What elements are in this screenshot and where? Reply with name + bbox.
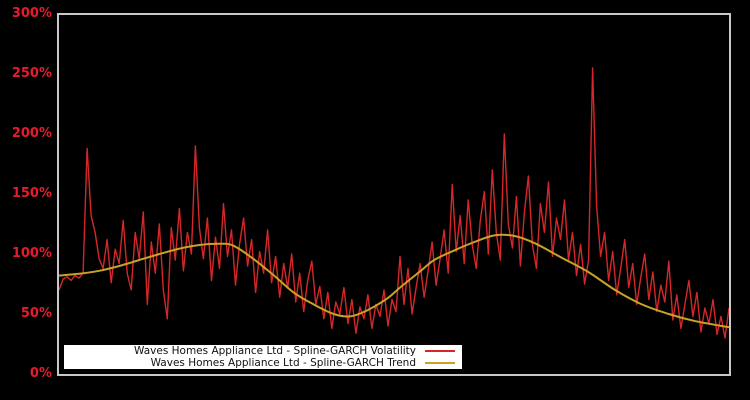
legend-line-sample-trend [425, 362, 455, 364]
y-tick-100: 100% [11, 246, 52, 261]
legend-label-trend: Waves Homes Appliance Ltd - Spline-GARCH… [150, 357, 416, 369]
y-tick-300: 300% [11, 6, 52, 21]
y-tick-150: 150% [11, 186, 52, 201]
legend-label-volatility: Waves Homes Appliance Ltd - Spline-GARCH… [134, 345, 416, 357]
plot-area [57, 13, 731, 376]
legend: Waves Homes Appliance Ltd - Spline-GARCH… [64, 345, 462, 369]
legend-line-sample-volatility [425, 350, 455, 352]
legend-item-trend: Waves Homes Appliance Ltd - Spline-GARCH… [64, 357, 462, 369]
trend-line [59, 233, 729, 329]
y-tick-50: 50% [20, 306, 52, 321]
y-tick-250: 250% [11, 66, 52, 81]
plot-svg [59, 67, 729, 339]
legend-item-volatility: Waves Homes Appliance Ltd - Spline-GARCH… [64, 345, 462, 357]
y-tick-200: 200% [11, 126, 52, 141]
y-tick-0: 0% [29, 366, 52, 381]
